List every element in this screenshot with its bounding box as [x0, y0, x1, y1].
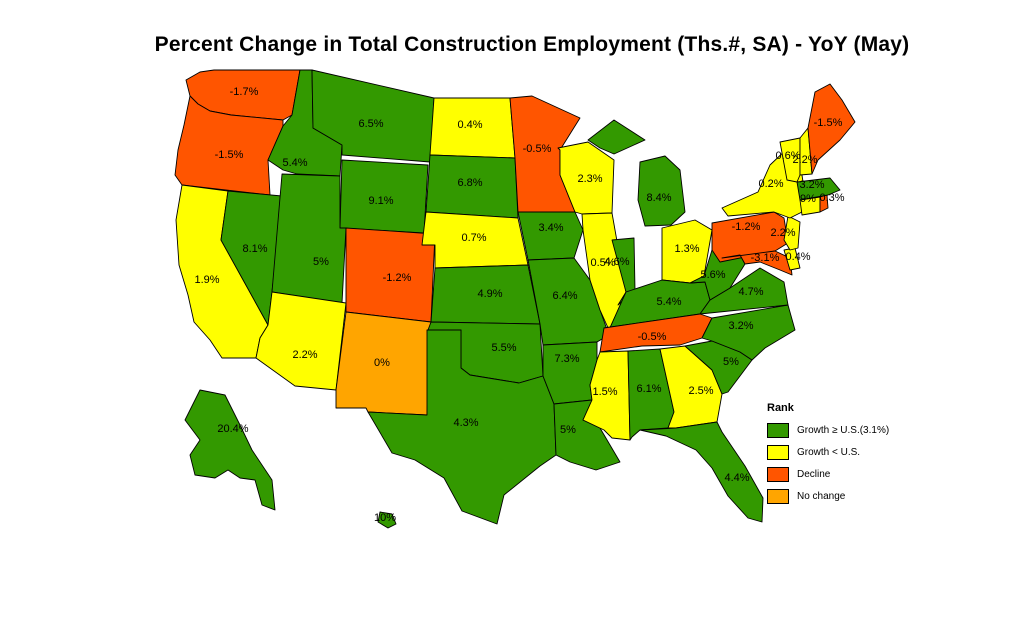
state-md [721, 250, 793, 276]
state-value-nc: 3.2% [728, 320, 753, 332]
state-value-ar: 7.3% [554, 353, 579, 365]
state-ia [517, 211, 584, 261]
state-value-mt: 6.5% [358, 118, 383, 130]
legend-rows: Growth ≥ U.S.(3.1%) Growth < U.S. Decline N… [767, 419, 889, 507]
state-value-or: -1.5% [215, 149, 244, 161]
state-ar [542, 341, 598, 405]
legend-item-decline: Decline [767, 463, 889, 485]
legend-label: Growth < U.S. [797, 446, 861, 458]
state-value-hi: 10% [374, 512, 396, 524]
state-value-wa: -1.7% [230, 86, 259, 98]
state-value-wv: 5.6% [700, 269, 725, 281]
state-nc [701, 304, 796, 361]
state-az [255, 291, 347, 391]
state-value-ct: 9% [800, 193, 816, 205]
state-nj [783, 215, 801, 251]
state-value-nm: 0% [374, 357, 390, 369]
state-value-wi: 2.3% [577, 173, 602, 185]
state-value-mi: 8.4% [646, 192, 671, 204]
state-value-mo: 6.4% [552, 290, 577, 302]
state-value-ne: 0.7% [461, 232, 486, 244]
state-fl [639, 421, 764, 523]
labels-layer: -1.7% -1.5% 1.9% 8.1% 5.4% 6.5% 9.1% 5% 2.2% -1.2… [194, 86, 844, 524]
state-value-ut: 5% [313, 256, 329, 268]
legend-title: Rank [767, 402, 794, 414]
state-hi [377, 511, 397, 529]
state-ut [271, 173, 347, 304]
legend-label: Growth ≥ U.S.(3.1%) [797, 424, 890, 436]
map-title: Percent Change in Total Construction Emp… [154, 33, 910, 56]
state-value-me: -1.5% [814, 117, 843, 129]
state-value-nh: 2.2% [792, 154, 817, 166]
state-value-ms: 1.5% [592, 386, 617, 398]
state-value-fl: 4.4% [724, 472, 749, 484]
state-value-va: 4.7% [738, 286, 763, 298]
legend-swatch [767, 422, 789, 438]
state-value-sc: 5% [723, 356, 739, 368]
state-tn [599, 313, 713, 353]
state-value-ny: 0.2% [758, 178, 783, 190]
legend-item-growth-below: Growth < U.S. [767, 441, 889, 463]
state-value-in: 4.6% [604, 256, 629, 268]
state-value-oh: 1.3% [674, 243, 699, 255]
state-value-mn: -0.5% [523, 143, 552, 155]
state-value-az: 2.2% [292, 349, 317, 361]
state-value-ca: 1.9% [194, 274, 219, 286]
legend-label: Decline [797, 468, 831, 480]
state-value-ky: 5.4% [656, 296, 681, 308]
state-value-ia: 3.4% [538, 222, 563, 234]
legend: Rank Growth ≥ U.S.(3.1%) Growth < U.S. Dec… [767, 402, 889, 507]
state-value-vt: 0.6% [775, 150, 800, 162]
state-value-nv: 8.1% [242, 243, 267, 255]
state-vt [779, 137, 801, 183]
state-me [807, 83, 856, 175]
state-value-pa: -1.2% [732, 221, 761, 233]
legend-item-no-change: No change [767, 485, 889, 507]
state-value-ks: 4.9% [477, 288, 502, 300]
state-value-tx: 4.3% [453, 417, 478, 429]
state-value-il: 0.5% [590, 257, 615, 269]
state-value-ok: 5.5% [491, 342, 516, 354]
legend-item-growth-above: Growth ≥ U.S.(3.1%) [767, 419, 889, 441]
state-mi [587, 119, 686, 227]
legend-swatch [767, 444, 789, 460]
state-ma [796, 177, 841, 201]
state-ak [184, 389, 276, 511]
state-value-nd: 0.4% [457, 119, 482, 131]
state-value-md: -3.1% [751, 252, 780, 264]
state-value-ri: 0.3% [819, 192, 844, 204]
state-value-id: 5.4% [282, 157, 307, 169]
state-value-de: 0.4% [785, 251, 810, 263]
state-tx [367, 329, 557, 525]
state-value-ak: 20.4% [217, 423, 248, 435]
state-value-sd: 6.8% [457, 177, 482, 189]
state-value-ga: 2.5% [688, 385, 713, 397]
state-value-la: 5% [560, 424, 576, 436]
state-value-al: 6.1% [636, 383, 661, 395]
legend-swatch [767, 488, 789, 504]
state-value-co: -1.2% [383, 272, 412, 284]
state-value-wy: 9.1% [368, 195, 393, 207]
legend-label: No change [797, 490, 846, 502]
state-value-nj: 2.2% [770, 227, 795, 239]
state-value-ma: 3.2% [799, 179, 824, 191]
legend-swatch [767, 466, 789, 482]
states-layer [174, 69, 856, 529]
state-value-tn: -0.5% [638, 331, 667, 343]
